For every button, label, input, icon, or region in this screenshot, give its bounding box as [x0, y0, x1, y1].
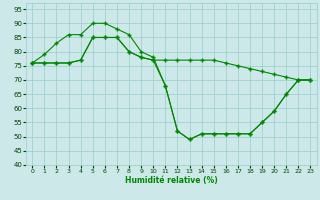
- X-axis label: Humidité relative (%): Humidité relative (%): [125, 176, 218, 185]
